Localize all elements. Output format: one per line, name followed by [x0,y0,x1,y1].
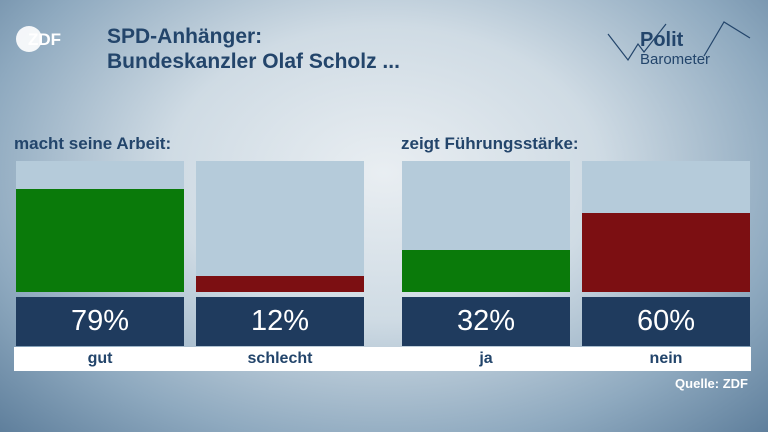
title-line-2: Bundeskanzler Olaf Scholz ... [107,50,400,73]
bar-schlecht [196,276,364,292]
bar-track-gut [16,161,184,292]
section-label-fuehrung: zeigt Führungsstärke: [401,134,579,153]
brand-bottom: Barometer [640,51,710,68]
category-label-gut: gut [16,347,184,371]
section-label-arbeit: macht seine Arbeit: [14,134,172,153]
bar-nein [582,213,750,292]
value-label-nein: 60% [582,297,750,346]
value-label-schlecht: 12% [196,297,364,346]
value-label-gut: 79% [16,297,184,346]
bar-gut [16,188,184,292]
zdf-logo-icon: ZDF [16,26,61,52]
bar-ja [402,250,570,292]
bar-track-nein [582,161,750,292]
bar-track-ja [402,161,570,292]
politbarometer-logo: Polit Barometer [607,21,751,68]
title-line-1: SPD-Anhänger: [107,25,263,48]
value-label-ja: 32% [402,297,570,346]
category-label-schlecht: schlecht [196,347,364,371]
category-label-ja: ja [402,347,570,371]
brand-top: Polit [640,29,684,51]
source-note: Quelle: ZDF [675,376,748,391]
zdf-logo-text: ZDF [28,30,61,49]
chart-title: SPD-Anhänger: Bundeskanzler Olaf Scholz … [107,24,400,74]
category-label-nein: nein [582,347,750,371]
bar-track-schlecht [196,161,364,292]
